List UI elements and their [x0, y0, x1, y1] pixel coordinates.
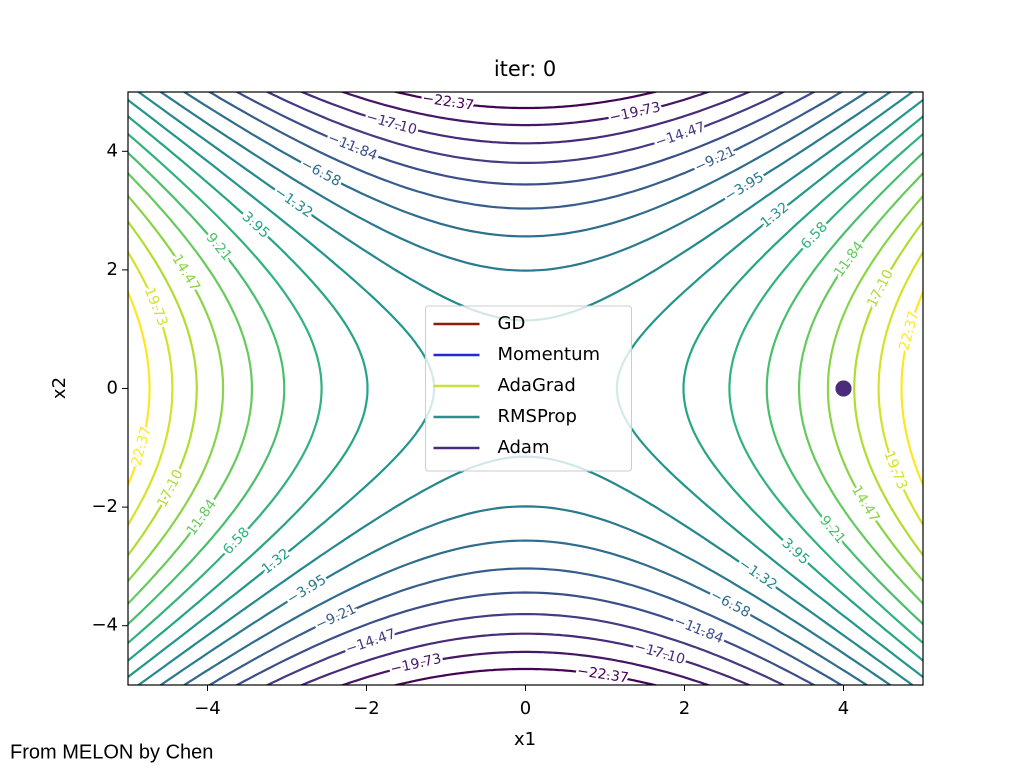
contour-line [877, 250, 923, 527]
legend-label: RMSProp [498, 406, 577, 427]
contour-line [234, 92, 817, 186]
x-tick-label: 2 [679, 698, 690, 719]
contour-line [900, 289, 923, 488]
x-tick-label: −4 [194, 698, 221, 719]
legend: GD Momentum AdaGrad RMSProp Adam [425, 305, 632, 472]
contour-line [128, 250, 174, 527]
footer: From MELON by Chen [10, 741, 213, 763]
contour-line [392, 667, 659, 685]
contour-line [826, 194, 923, 583]
y-tick-label: −2 [91, 496, 118, 517]
contour-line [207, 92, 844, 210]
y-tick-label: −4 [91, 615, 118, 636]
contour-line [182, 539, 869, 685]
legend-box [425, 305, 632, 472]
contour-line [339, 92, 712, 127]
legend-label: Momentum [498, 344, 601, 365]
contour-line [682, 115, 923, 662]
y-tick-label: 2 [107, 259, 118, 280]
contour-line [265, 92, 786, 164]
legend-label: GD [498, 313, 526, 334]
contour-line [207, 567, 844, 685]
contour-line [128, 151, 286, 626]
contour-line [158, 92, 893, 272]
legend-label: Adam [498, 437, 550, 458]
plot-area [128, 92, 923, 685]
contour-line [182, 92, 869, 238]
y-axis-label: x2 [49, 377, 70, 399]
x-tick-label: 0 [520, 698, 531, 719]
contour-line [765, 151, 923, 626]
contour-line [339, 650, 712, 685]
axes: −4 −2 0 2 4 −4 −2 0 2 4 [91, 91, 924, 719]
contour-line [728, 132, 923, 645]
contour-line [128, 115, 369, 662]
contour-line [234, 591, 817, 685]
contour-line [128, 194, 225, 583]
contour-line [128, 171, 253, 606]
optimizer-point [835, 380, 852, 397]
chart-title: iter: 0 [494, 57, 556, 81]
contour-line [128, 289, 151, 488]
x-tick-label: −2 [353, 698, 380, 719]
x-axis-label: x1 [514, 729, 536, 750]
contour-line [158, 505, 893, 685]
y-tick-label: 4 [107, 140, 118, 161]
contour-line [128, 219, 198, 558]
contour-line [299, 92, 752, 145]
legend-label: AdaGrad [498, 375, 576, 396]
contour-line [265, 613, 786, 685]
contour-line [392, 92, 659, 110]
contour-line [128, 132, 323, 645]
contour-line [299, 632, 752, 685]
x-tick-label: 4 [838, 698, 849, 719]
contour-line [798, 171, 923, 606]
y-tick-label: 0 [107, 378, 118, 399]
contour-line [853, 219, 923, 558]
